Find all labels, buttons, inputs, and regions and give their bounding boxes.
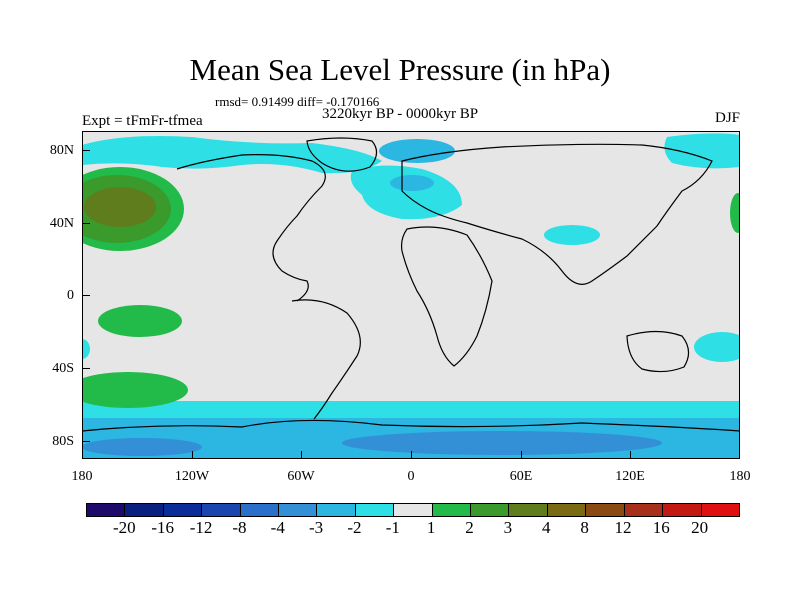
colorbar-swatch: [394, 504, 433, 516]
ne-pacific-low: [664, 133, 740, 169]
north-america-outline: [176, 154, 326, 302]
southern-high: [82, 372, 188, 408]
colorbar-label: -1: [385, 518, 400, 537]
y-tick-40s: [82, 368, 90, 369]
colorbar-swatch: [509, 504, 548, 516]
africa-outline: [400, 226, 493, 367]
north-pacific-high-core: [84, 187, 156, 227]
y-tick-40n: [82, 223, 90, 224]
colorbar-swatch: [663, 504, 702, 516]
antarctic-low-patch: [342, 431, 662, 455]
colorbar: [86, 503, 740, 517]
colorbar-swatch: [355, 504, 395, 516]
y-label-80s: 80S: [52, 434, 74, 449]
colorbar-label: 8: [580, 518, 589, 537]
y-label-40s: 40S: [52, 361, 74, 376]
colorbar-swatch: [586, 504, 625, 516]
x-tick-120e: [630, 451, 631, 459]
x-tick-0: [411, 451, 412, 459]
map-title: Mean Sea Level Pressure (in hPa): [189, 52, 611, 87]
colorbar-label: 2: [465, 518, 474, 537]
period-text: 3220kyr BP - 0000kyr BP: [322, 106, 479, 122]
colorbar-label: -4: [270, 518, 285, 537]
x-label-0: 0: [407, 469, 415, 484]
x-tick-120w: [192, 451, 193, 459]
north-atlantic-low: [350, 165, 462, 220]
colorbar-swatch: [87, 504, 126, 516]
asia-low-patch: [544, 225, 600, 245]
colorbar-label: -12: [189, 518, 213, 537]
x-label-60w: 60W: [287, 469, 315, 484]
season-label: DJF: [714, 110, 740, 126]
y-label-40n: 40N: [49, 216, 74, 231]
europe-blue-patch: [390, 175, 434, 191]
experiment-label: Expt = tFmFr-tfmea: [82, 113, 203, 129]
stats-text: rmsd= 0.91499 diff= -0.170166: [215, 94, 380, 109]
arctic-low-region: [82, 136, 382, 174]
x-label-180e: 180: [729, 469, 751, 484]
australia-low-patch: [694, 332, 740, 362]
colorbar-swatch: [317, 504, 356, 516]
map-plot: [82, 131, 740, 459]
east-pacific-high: [730, 193, 740, 233]
colorbar-label: -16: [151, 518, 175, 537]
colorbar-label: -3: [309, 518, 324, 537]
colorbar-swatch: [624, 504, 664, 516]
colorbar-swatch: [279, 504, 318, 516]
eurasia-outline: [401, 143, 713, 285]
y-label-80n: 80N: [49, 143, 74, 158]
y-tick-80n: [82, 150, 90, 151]
colorbar-swatch: [240, 504, 280, 516]
y-tick-equator: [82, 295, 90, 296]
x-label-60e: 60E: [509, 469, 533, 484]
south-pacific-high: [98, 305, 182, 337]
colorbar-label: -20: [113, 518, 136, 537]
map-svg: [82, 133, 740, 459]
x-label-120e: 120E: [615, 469, 645, 484]
antarctica-outline: [82, 419, 740, 432]
x-tick-60e: [521, 451, 522, 459]
colorbar-label: -2: [347, 518, 362, 537]
australia-outline: [626, 330, 690, 373]
colorbar-label: 16: [652, 518, 670, 537]
greenland-outline: [306, 137, 378, 172]
colorbar-swatch: [471, 504, 510, 516]
antarctic-low-patch-2: [82, 438, 202, 456]
x-tick-60w: [301, 451, 302, 459]
colorbar-label: 3: [503, 518, 513, 537]
colorbar-swatch: [432, 504, 472, 516]
colorbar-swatch: [547, 504, 587, 516]
colorbar-label: 12: [614, 518, 632, 537]
colorbar-label: 1: [426, 518, 436, 537]
y-label-equator: 0: [67, 288, 74, 303]
colorbar-label: 20: [691, 518, 709, 537]
x-label-120w: 120W: [174, 469, 210, 484]
colorbar-swatch: [202, 504, 241, 516]
y-tick-80s: [82, 441, 90, 442]
colorbar-label: 4: [541, 518, 551, 537]
colorbar-swatch: [701, 504, 739, 516]
arctic-blue-patch: [379, 139, 455, 163]
x-label-180w: 180: [71, 469, 93, 484]
colorbar-swatch: [125, 504, 164, 516]
colorbar-swatch: [163, 504, 203, 516]
south-america-low: [82, 339, 90, 359]
colorbar-label: -8: [232, 518, 247, 537]
south-america-outline: [291, 299, 361, 420]
